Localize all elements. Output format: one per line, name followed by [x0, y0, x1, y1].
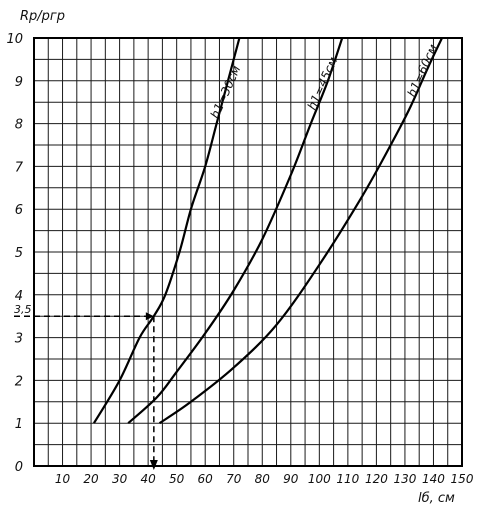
x-tick-label: 130 — [393, 472, 416, 486]
grid — [34, 38, 462, 466]
x-tick-label: 80 — [255, 472, 271, 486]
x-tick-label: 120 — [365, 472, 388, 486]
x-tick-label: 70 — [226, 472, 242, 486]
x-tick-label: 60 — [198, 472, 214, 486]
x-tick-label: 20 — [83, 472, 99, 486]
y-tick-label: 3 — [15, 332, 23, 347]
x-axis-label: lб, см — [418, 491, 455, 506]
x-tick-label: 100 — [308, 472, 331, 486]
x-tick-label: 50 — [169, 472, 185, 486]
series-label-1: h1=30см — [208, 63, 244, 120]
y-axis-label: Rр/pгр — [20, 9, 65, 24]
y-tick-label: 9 — [15, 75, 23, 90]
guide-arrow-down — [149, 460, 158, 470]
y-tick-label: 1 — [15, 417, 23, 432]
series-label-2: h1=45см — [305, 55, 341, 112]
x-tick-label: 90 — [283, 472, 299, 486]
series-lines — [92, 37, 443, 425]
series-line-1 — [92, 37, 241, 424]
series-line-3 — [158, 37, 443, 425]
series-line-2 — [127, 37, 344, 425]
y-tick-label: 5 — [15, 246, 23, 261]
y-tick-label: 0 — [15, 460, 23, 475]
x-tick-label: 30 — [112, 472, 128, 486]
x-tick-label: 150 — [451, 472, 474, 486]
y-tick-label: 6 — [15, 203, 23, 218]
x-tick-label: 140 — [422, 472, 445, 486]
guide-arrow-right — [145, 312, 154, 321]
y-tick-label: 8 — [15, 118, 23, 133]
x-tick-label: 110 — [336, 472, 359, 486]
guide-lines: 3,5 — [14, 303, 158, 470]
x-tick-label: 10 — [55, 472, 71, 486]
y-tick-label: 2 — [15, 374, 23, 389]
guide-label: 3,5 — [14, 303, 32, 316]
series-label-3: h1=60см — [405, 42, 441, 99]
y-tick-label: 4 — [15, 289, 23, 304]
tick-labels: 10 20 30 40 50 60 70 80 90 100 110 120 130 140 150 0 1 2 3… — [6, 32, 473, 486]
axes — [33, 37, 463, 467]
y-tick-label: 7 — [15, 160, 24, 175]
x-tick-label: 40 — [140, 472, 156, 486]
plot-frame — [33, 37, 463, 467]
y-tick-label: 10 — [6, 32, 23, 47]
